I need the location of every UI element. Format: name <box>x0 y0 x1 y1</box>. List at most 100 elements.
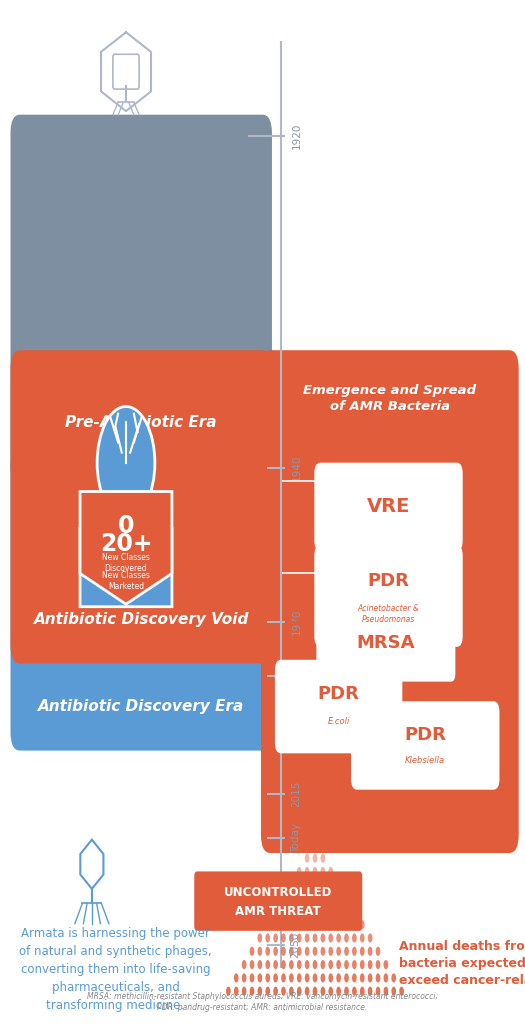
Circle shape <box>328 881 333 889</box>
Circle shape <box>273 946 278 956</box>
FancyBboxPatch shape <box>10 350 272 664</box>
FancyBboxPatch shape <box>261 350 519 853</box>
Circle shape <box>297 866 301 877</box>
Text: MRSA: methicillin-resistant Staphylococcus aureus; VRE: vancomycin-resistant ent: MRSA: methicillin-resistant Staphylococc… <box>87 992 438 1012</box>
Circle shape <box>368 946 373 956</box>
Circle shape <box>329 920 333 930</box>
Circle shape <box>297 893 302 903</box>
Circle shape <box>336 973 341 983</box>
Text: 1920: 1920 <box>291 123 301 150</box>
Circle shape <box>265 920 270 930</box>
Circle shape <box>242 961 247 969</box>
Circle shape <box>336 920 341 930</box>
Circle shape <box>352 961 357 969</box>
Circle shape <box>257 946 262 956</box>
Circle shape <box>304 920 310 930</box>
Circle shape <box>281 973 286 983</box>
Circle shape <box>336 946 341 956</box>
Circle shape <box>329 961 333 969</box>
Circle shape <box>313 934 317 942</box>
Circle shape <box>320 866 326 877</box>
Circle shape <box>329 934 333 942</box>
Circle shape <box>360 961 364 969</box>
Circle shape <box>320 961 326 969</box>
Text: UNCONTROLLED: UNCONTROLLED <box>224 887 332 899</box>
Circle shape <box>313 920 317 930</box>
Circle shape <box>97 407 155 519</box>
Circle shape <box>360 946 364 956</box>
Circle shape <box>250 961 255 969</box>
Circle shape <box>297 961 301 969</box>
Circle shape <box>368 987 373 995</box>
FancyBboxPatch shape <box>315 603 457 683</box>
Circle shape <box>273 934 278 942</box>
Circle shape <box>313 907 317 916</box>
Text: AMR THREAT: AMR THREAT <box>235 905 321 918</box>
Circle shape <box>368 973 373 983</box>
Circle shape <box>336 907 341 916</box>
Circle shape <box>281 893 286 903</box>
Circle shape <box>234 987 238 995</box>
Circle shape <box>344 987 349 995</box>
Circle shape <box>289 934 293 942</box>
Circle shape <box>313 840 317 850</box>
Circle shape <box>281 907 286 916</box>
Circle shape <box>336 893 341 903</box>
Text: 1985: 1985 <box>291 663 301 689</box>
Circle shape <box>313 881 317 889</box>
Circle shape <box>304 907 310 916</box>
Circle shape <box>281 961 286 969</box>
Circle shape <box>352 920 357 930</box>
Circle shape <box>304 987 310 995</box>
Text: Klebsiella: Klebsiella <box>405 757 445 765</box>
Text: PDR: PDR <box>404 726 446 744</box>
Circle shape <box>328 987 333 995</box>
Text: VRE: VRE <box>367 498 410 516</box>
Text: Today: Today <box>291 822 301 853</box>
Circle shape <box>313 961 317 969</box>
Circle shape <box>344 934 349 942</box>
Circle shape <box>297 987 301 995</box>
Circle shape <box>320 946 326 956</box>
Circle shape <box>313 973 317 983</box>
Circle shape <box>257 973 262 983</box>
Circle shape <box>289 987 293 995</box>
Circle shape <box>344 907 349 916</box>
Circle shape <box>360 920 365 930</box>
Circle shape <box>313 893 318 903</box>
Circle shape <box>289 946 293 956</box>
Circle shape <box>376 961 380 969</box>
Text: 1940: 1940 <box>291 455 301 481</box>
Circle shape <box>344 946 349 956</box>
FancyBboxPatch shape <box>315 463 462 551</box>
Text: Armata is harnessing the power
of natural and synthetic phages,
converting them : Armata is harnessing the power of natura… <box>19 927 212 1012</box>
Circle shape <box>305 893 310 903</box>
Circle shape <box>320 881 326 889</box>
Circle shape <box>320 893 326 903</box>
Text: New Classes
Marketed: New Classes Marketed <box>102 570 150 591</box>
Circle shape <box>376 987 380 995</box>
Text: PDR: PDR <box>318 685 360 703</box>
Circle shape <box>313 866 317 877</box>
Circle shape <box>273 907 278 916</box>
Circle shape <box>320 934 326 942</box>
Circle shape <box>313 946 317 956</box>
Circle shape <box>226 987 231 995</box>
Circle shape <box>257 961 262 969</box>
Circle shape <box>297 907 302 916</box>
Circle shape <box>297 973 301 983</box>
FancyBboxPatch shape <box>315 546 462 646</box>
Text: 20+: 20+ <box>100 531 152 556</box>
Circle shape <box>313 854 317 862</box>
Text: Antibiotic Discovery Era: Antibiotic Discovery Era <box>38 698 244 714</box>
Circle shape <box>265 973 270 983</box>
Circle shape <box>304 934 310 942</box>
Circle shape <box>360 934 364 942</box>
Text: New Classes
Discovered: New Classes Discovered <box>102 553 150 573</box>
Circle shape <box>281 987 286 995</box>
Circle shape <box>257 987 262 995</box>
Circle shape <box>336 934 341 942</box>
Circle shape <box>344 920 349 930</box>
Circle shape <box>234 973 238 983</box>
Circle shape <box>391 987 396 995</box>
